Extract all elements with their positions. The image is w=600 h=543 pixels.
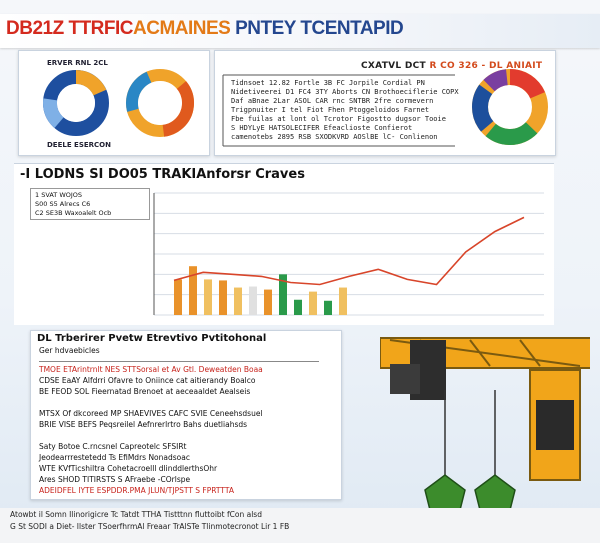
trend-line [173, 216, 525, 286]
info-panel: DL Trberirer Pvetw Etrevtivo Pvtitohonal… [30, 330, 342, 500]
info-line: WTE KVfTicshiltra Cohetacroelll dlinddle… [39, 464, 218, 473]
table-row: Daf aBnae 2Lar ASOL CAR rnc SNTBR 2fre c… [231, 97, 434, 105]
info-line: Jeodearrrestetedd Ts EfiMdrs Nonadsoac [39, 453, 190, 462]
table-row: Fbe fuilas at lont ol Tcrotor Figostto d… [231, 115, 446, 123]
info-line: Ares SHOD TITIRSTS S AFraebe -COrlspe [39, 475, 191, 484]
section-title: -I LODNS SI DO05 TRAKIAnforsr Craves [20, 167, 305, 182]
chart-bar [189, 266, 197, 315]
info-line: ADEIDFEL IYTE ESPDDR.PMA JLUN/TJPSTT S F… [39, 486, 234, 495]
chart-bar [204, 279, 212, 315]
header-bar: DB21Z TTRFICACMAINES PNTEY TCENTAPID [0, 14, 600, 48]
table-rules [222, 74, 455, 147]
donut-orange [126, 69, 194, 137]
info-title: DL Trberirer Pvetw Etrevtivo Pvtitohonal [37, 333, 267, 344]
data-table-panel: CXATVL DCT R CO 326 - DL ANIAIT Tidnsoet… [214, 50, 556, 156]
chart-bar [249, 286, 257, 315]
table-row: camenotebs 2895 RSB SXODKVRD AOSlBE lC- … [231, 133, 438, 141]
table-row: S HDYLyE HATSOLECIFER Efeaclioste Confie… [231, 124, 413, 132]
chart-bar [309, 291, 317, 315]
donut-blue [43, 70, 109, 136]
footer-line: G St SODI a Diet- Ilster TSoerfhrmAl Fre… [10, 522, 290, 531]
info-subtitle: Ger hdvaebicles [39, 346, 100, 355]
chart-bar [264, 289, 272, 315]
donut-bottom-label: DEELE ESERCON [47, 141, 111, 149]
chart-area [14, 185, 554, 325]
chart-legend: 1 SVAT WOJOS S00 S5 Alrecs C6 C2 SE3B Wa… [30, 188, 150, 220]
chart-bar [174, 279, 182, 315]
chart-bar [294, 299, 302, 315]
page-title: DB21Z TTRFICACMAINES PNTEY TCENTAPID [6, 18, 404, 39]
chart-bar [234, 287, 242, 315]
chart-bar [324, 300, 332, 315]
chart-bar [339, 287, 347, 315]
section-header: -I LODNS SI DO05 TRAKIAnforsr Craves [14, 163, 554, 187]
footer-line: Atowbt il Somn Ilinorigicre Tc Tatdt TTH… [10, 510, 262, 519]
info-line: BE FEOD SOL Fieernatad Brenoet at aeceaa… [39, 387, 251, 396]
donut-multicolor [472, 69, 548, 145]
crane-illustration [380, 337, 590, 530]
chart-bar [219, 280, 227, 315]
table-row: Trigpnuiter I tel Fiot Fhen Ptoggeloidos… [231, 106, 430, 114]
table-header: CXATVL DCT R CO 326 - DL ANIAIT [361, 61, 543, 71]
bar-line-chart [153, 192, 544, 316]
legend-item: S00 S5 Alrecs C6 [35, 200, 91, 208]
divider [39, 361, 319, 362]
footer-strip: Atowbt il Somn Ilinorigicre Tc Tatdt TTH… [0, 508, 600, 543]
donut-charts [43, 69, 194, 137]
info-line: CDSE EaAY Alfdrri Ofavre to Oniince cat … [39, 376, 256, 385]
info-line: TMOE ETArintrnlt NES STTSorsal et Av Gtl… [39, 365, 263, 374]
chart-bar [279, 274, 287, 315]
info-line: MTSX Of dkcoreed MP SHAEVIVES CAFC SVIE … [39, 409, 263, 418]
table-row: Tidnsoet 12.82 Fortle 3B FC Jorpile Cord… [231, 79, 425, 87]
donut-panel-left: ERVER RNL 2CL DEELE ESERCON [18, 50, 210, 156]
legend-item: C2 SE3B Waxoalelt Ocb [35, 209, 112, 217]
info-line: BRIE VISE BEFS Peqsreilel Aefnrerlrtro B… [39, 420, 248, 429]
table-row: Nidetiveerei D1 FC4 3TY Aborts CN Brotho… [231, 88, 459, 96]
info-line: Saty Botoe C.rncsnel Capreotelc SFSIRt [39, 442, 187, 451]
legend-item: 1 SVAT WOJOS [35, 191, 83, 199]
donut-top-label: ERVER RNL 2CL [47, 59, 108, 67]
